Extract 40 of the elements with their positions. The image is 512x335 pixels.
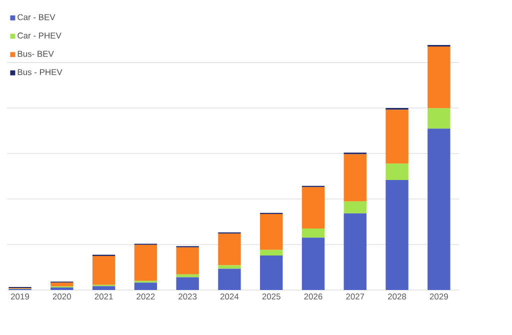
x-tick-label: 2019 [11, 294, 30, 300]
bar [92, 286, 116, 290]
bar [386, 180, 408, 290]
legend-label: Car - BEV [18, 14, 56, 20]
x-tick-label: 2025 [262, 294, 280, 300]
x-tick-label: 2022 [136, 294, 155, 300]
bar [302, 228, 325, 238]
bar [302, 238, 325, 290]
legend-label: Bus - PHEV [18, 69, 62, 76]
bar [344, 213, 366, 290]
legend-label: Car - PHEV [18, 32, 62, 39]
x-tick-label: 2027 [346, 294, 364, 300]
bar [176, 274, 199, 278]
bar [134, 244, 158, 281]
bar [50, 282, 74, 286]
x-tick-label: 2023 [178, 294, 197, 300]
x-tick-label: 2021 [94, 294, 113, 300]
x-tick-label: 2029 [430, 294, 448, 300]
bar [302, 187, 325, 229]
bar [344, 201, 366, 214]
bar [344, 154, 366, 202]
bar [260, 214, 283, 250]
x-tick-label: 2020 [52, 294, 71, 300]
legend-label: Bus- BEV [18, 50, 54, 57]
bar [428, 46, 450, 108]
x-tick-label: 2026 [304, 294, 322, 300]
bar [260, 250, 283, 256]
bar [428, 108, 450, 129]
bar [92, 256, 116, 285]
bar [218, 268, 241, 290]
bar [134, 282, 158, 290]
bar [176, 277, 199, 290]
bar [218, 234, 241, 266]
bar [386, 164, 408, 180]
x-tick-label: 2024 [220, 294, 239, 300]
bar [260, 255, 283, 290]
bar [428, 128, 450, 290]
x-tick-label: 2028 [388, 294, 406, 300]
bar [176, 247, 199, 274]
bar [386, 110, 408, 164]
